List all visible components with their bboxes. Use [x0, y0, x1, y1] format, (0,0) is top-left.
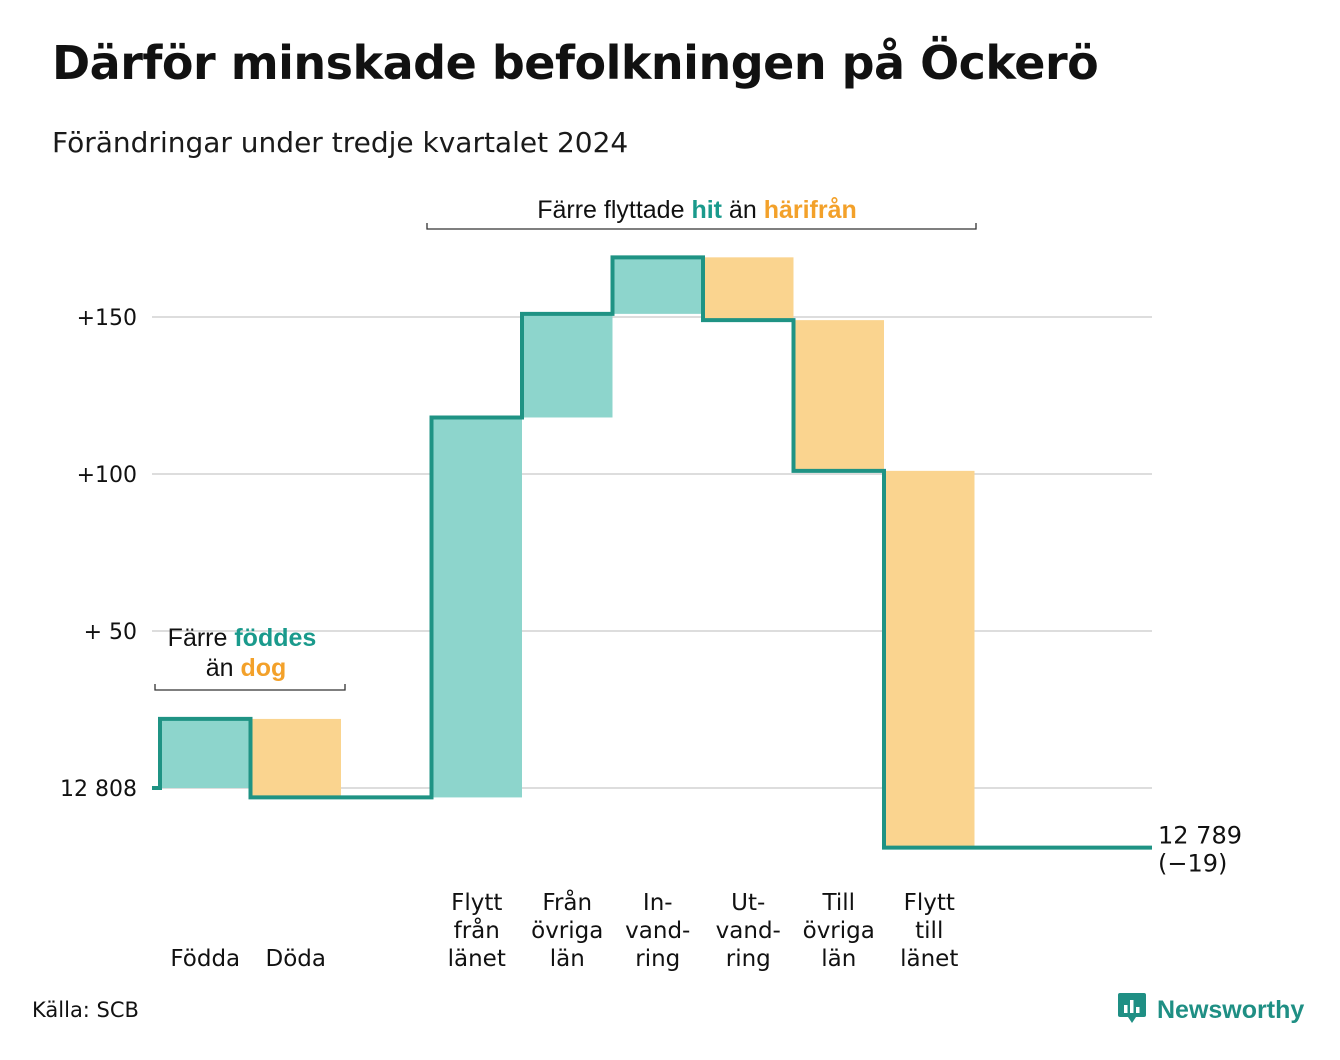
inflow-bar [160, 718, 251, 788]
category-label: till [915, 918, 943, 944]
newsworthy-logo-text: Newsworthy [1157, 995, 1305, 1024]
y-tick-label: 12 808 [60, 777, 137, 802]
outflow-bar [793, 320, 884, 471]
inflow-bar [522, 313, 613, 418]
newsworthy-chart-bubble-icon [1117, 991, 1147, 1029]
y-tick-label: +150 [77, 306, 137, 331]
category-label: Födda [170, 946, 240, 972]
inflow-bar [431, 417, 522, 798]
source-label: Källa: SCB [32, 998, 139, 1022]
category-label: Flytt [904, 890, 955, 916]
category-label: övriga [803, 918, 875, 944]
category-label: länet [448, 946, 506, 972]
category-label: ring [726, 946, 771, 972]
inflow-bar [612, 257, 703, 314]
outflow-bar [250, 718, 341, 798]
outflow-bar [884, 470, 975, 848]
category-label: län [821, 946, 856, 972]
y-tick-label: +100 [77, 463, 137, 488]
category-label: Ut- [731, 890, 765, 916]
newsworthy-logo[interactable]: Newsworthy [1117, 992, 1304, 1028]
category-label: In- [643, 890, 673, 916]
category-label: länet [900, 946, 958, 972]
page-subtitle: Förändringar under tredje kvartalet 2024 [52, 126, 629, 159]
population-step-line [152, 255, 1152, 850]
category-label: vand- [716, 918, 781, 944]
final-value-label: 12 789 [1158, 822, 1242, 850]
category-label: Flytt [451, 890, 502, 916]
category-label: Från [542, 888, 592, 916]
annotation-births-deaths-line1: Färre föddes [168, 624, 317, 652]
final-change-label: (−19) [1158, 850, 1227, 878]
category-label: vand- [625, 918, 690, 944]
category-label: Till [821, 890, 855, 916]
category-label: från [454, 916, 500, 944]
annotation-births-deaths-line2: än dog [206, 654, 287, 682]
page-title: Därför minskade befolkningen på Öckerö [52, 36, 1099, 90]
category-label: Döda [266, 946, 326, 972]
y-tick-label: + 50 [84, 620, 137, 645]
annotation-migration: Färre flyttade hit än härifrån [537, 196, 857, 224]
annotation-bracket [426, 223, 977, 230]
category-label: ring [635, 946, 680, 972]
outflow-bar [703, 257, 794, 321]
category-label: län [550, 946, 585, 972]
annotation-bracket [154, 684, 346, 691]
category-label: övriga [531, 918, 603, 944]
